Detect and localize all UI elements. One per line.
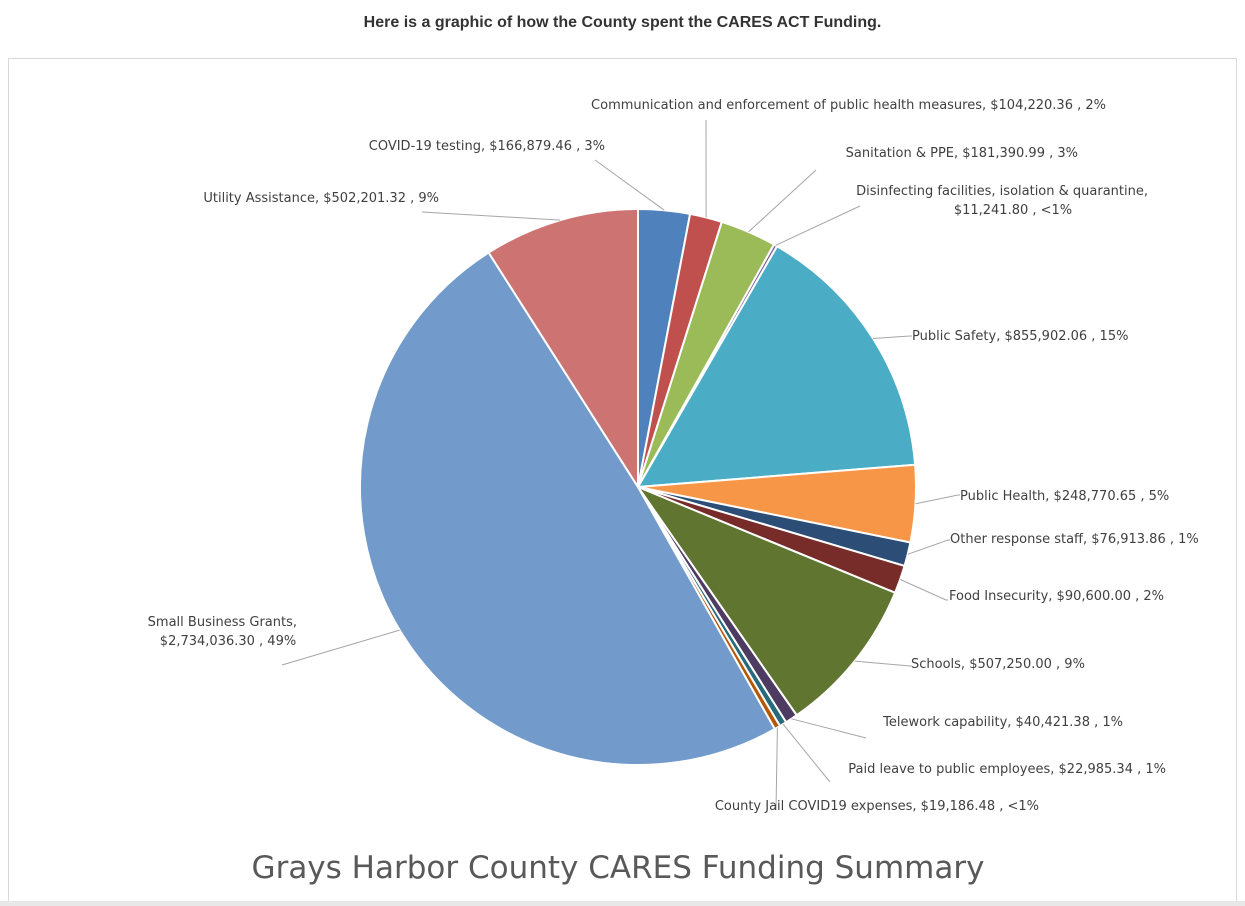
data-label: Utility Assistance, $502,201.32 , 9% (203, 191, 439, 206)
leader-lines (281, 119, 960, 811)
data-label: Small Business Grants, $2,734,036.30 , 49… (148, 615, 297, 649)
leader-line (854, 660, 912, 667)
leader-line (281, 629, 400, 666)
leader-line (748, 169, 817, 233)
data-label: Communication and enforcement of public … (591, 98, 1106, 113)
pie-slices (359, 207, 917, 766)
leader-line (872, 335, 912, 339)
leader-line (594, 159, 665, 211)
data-label: Schools, $507,250.00 , 9% (911, 657, 1085, 672)
data-labels: COVID-19 testing, $166,879.46 , 3% Commun… (148, 98, 1199, 814)
leader-line (775, 727, 778, 811)
data-label: Telework capability, $40,421.38 , 1% (882, 715, 1123, 730)
leader-line (899, 579, 948, 601)
page-bottom-divider (0, 901, 1245, 906)
data-label: Other response staff, $76,913.86 , 1% (950, 532, 1199, 547)
leader-line (775, 205, 861, 246)
data-label: Paid leave to public employees, $22,985.… (848, 762, 1166, 777)
data-label: Public Health, $248,770.65 , 5% (960, 489, 1169, 504)
chart-title: Grays Harbor County CARES Funding Summar… (252, 850, 985, 886)
data-label: Disinfecting facilities, isolation & qua… (856, 184, 1148, 218)
data-label: COVID-19 testing, $166,879.46 , 3% (369, 139, 605, 154)
data-label: County Jail COVID19 expenses, $19,186.48… (715, 799, 1039, 814)
data-label: Food Insecurity, $90,600.00 , 2% (949, 589, 1164, 604)
leader-line (791, 718, 867, 739)
leader-line (915, 494, 960, 505)
leader-line (782, 723, 831, 783)
intro-text: Here is a graphic of how the County spen… (363, 14, 882, 31)
leader-line (907, 539, 950, 555)
data-label: Public Safety, $855,902.06 , 15% (912, 329, 1128, 344)
data-label: Sanitation & PPE, $181,390.99 , 3% (846, 146, 1078, 161)
leader-line (421, 211, 561, 221)
